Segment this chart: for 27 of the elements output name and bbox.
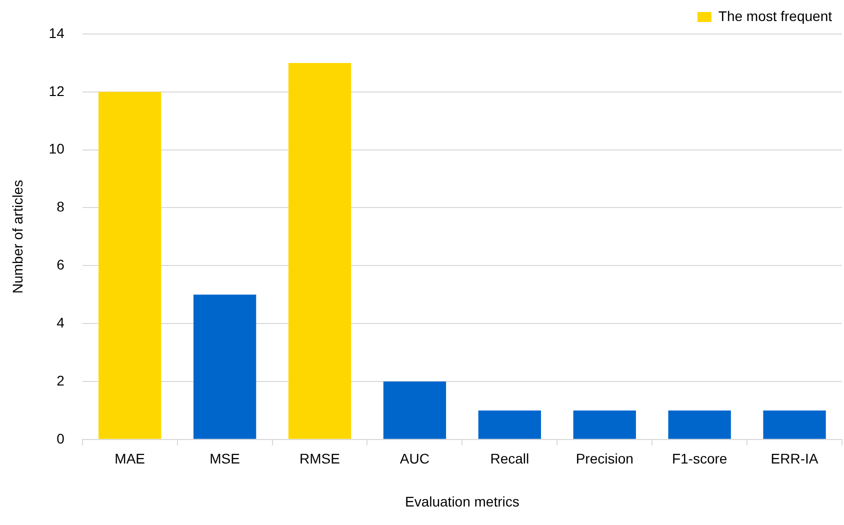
y-tick-label: 2	[56, 372, 65, 388]
y-tick-label: 0	[56, 430, 65, 446]
bar	[383, 381, 446, 439]
y-tick-label: 6	[56, 256, 65, 273]
legend-label: The most frequent	[718, 8, 832, 24]
x-tick-label: ERR-IA	[770, 450, 819, 467]
y-tick-label: 12	[48, 82, 65, 99]
bar	[573, 410, 636, 439]
y-tick-label: 4	[56, 314, 65, 330]
x-tick-label: Precision	[576, 450, 634, 467]
x-tick-label: Recall	[490, 450, 530, 467]
bar	[288, 62, 352, 439]
bar	[478, 410, 541, 439]
bar	[193, 294, 256, 439]
x-tick-label: RMSE	[300, 450, 340, 467]
x-tick-label: F1-score	[672, 450, 728, 467]
y-axis-title: Number of articles	[9, 180, 26, 294]
bar	[98, 92, 162, 439]
x-tick-label: MSE	[210, 450, 240, 467]
bar	[763, 410, 826, 439]
y-tick-label: 14	[48, 24, 65, 41]
bar	[668, 410, 731, 439]
y-tick-label: 10	[48, 140, 65, 157]
y-tick-label: 8	[56, 198, 65, 215]
x-tick-label: AUC	[400, 450, 430, 467]
x-axis-title: Evaluation metrics	[404, 493, 520, 510]
x-tick-label: MAE	[114, 450, 146, 467]
